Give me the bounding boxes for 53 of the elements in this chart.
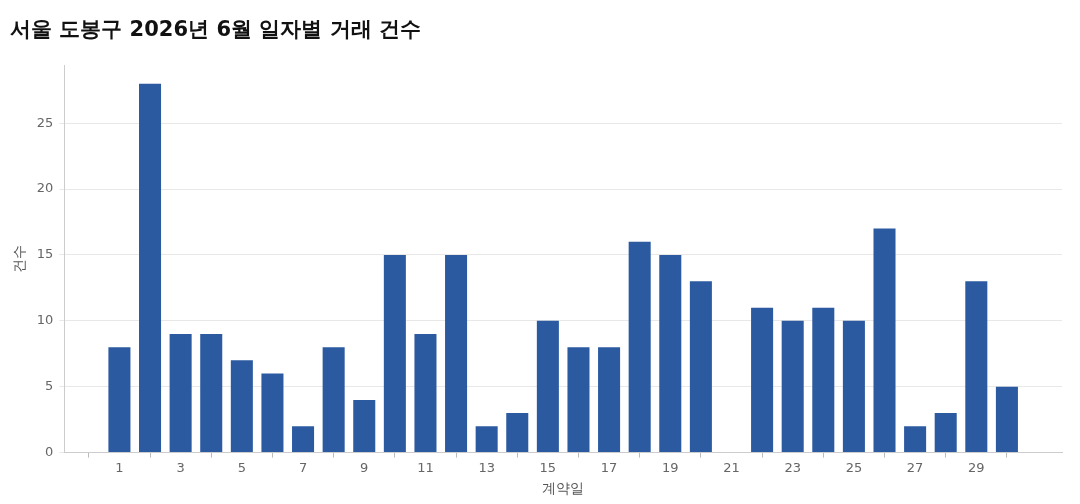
y-tick-label: 5 [45, 378, 54, 394]
x-tick-label: 1 [115, 459, 124, 475]
x-tick-label: 11 [417, 459, 434, 475]
y-tick-label: 25 [36, 114, 54, 130]
x-tick-label: 9 [360, 459, 369, 475]
bar [965, 281, 988, 453]
x-tick-label: 27 [906, 459, 924, 475]
chart-title: 서울 도봉구 2026년 6월 일자별 거래 건수 [10, 17, 421, 42]
bar [414, 334, 437, 453]
x-tick-label: 17 [600, 459, 618, 475]
x-tick-label: 13 [478, 459, 495, 475]
bar [812, 307, 835, 453]
bar [200, 334, 223, 453]
x-axis-title: 계약일 [542, 480, 585, 497]
bar [995, 386, 1018, 453]
bar [751, 307, 774, 453]
y-tick-label: 10 [36, 312, 54, 328]
bar [261, 373, 284, 453]
x-tick-label: 23 [784, 459, 801, 475]
bar [292, 426, 315, 453]
x-tick-label: 15 [539, 459, 557, 475]
bar [353, 399, 376, 453]
bar [628, 241, 651, 453]
x-tick-label: 19 [662, 459, 679, 475]
bar [904, 426, 927, 453]
bar [659, 254, 682, 453]
x-tick-label: 21 [723, 459, 740, 475]
bar [842, 320, 865, 453]
bar [934, 413, 957, 453]
bar [536, 320, 559, 453]
bar [230, 360, 253, 453]
bar [873, 228, 896, 453]
bar [139, 83, 162, 453]
bar [567, 347, 590, 453]
bar [689, 281, 712, 453]
y-tick-label: 0 [45, 443, 54, 459]
y-axis-title: 건수 [11, 244, 28, 273]
x-tick-label: 5 [237, 459, 246, 475]
x-tick-label: 3 [176, 459, 185, 475]
bar [445, 254, 468, 453]
bar [506, 413, 529, 453]
y-tick-label: 15 [36, 246, 54, 262]
x-tick-label: 25 [845, 459, 863, 475]
bar [169, 334, 192, 453]
bar [475, 426, 498, 453]
bar [781, 320, 804, 453]
bar [322, 347, 345, 453]
bar [598, 347, 621, 453]
bar [383, 254, 406, 453]
x-tick-label: 29 [968, 459, 985, 475]
y-tick-label: 20 [36, 180, 54, 196]
bar [108, 347, 131, 453]
x-tick-label: 7 [298, 459, 308, 475]
